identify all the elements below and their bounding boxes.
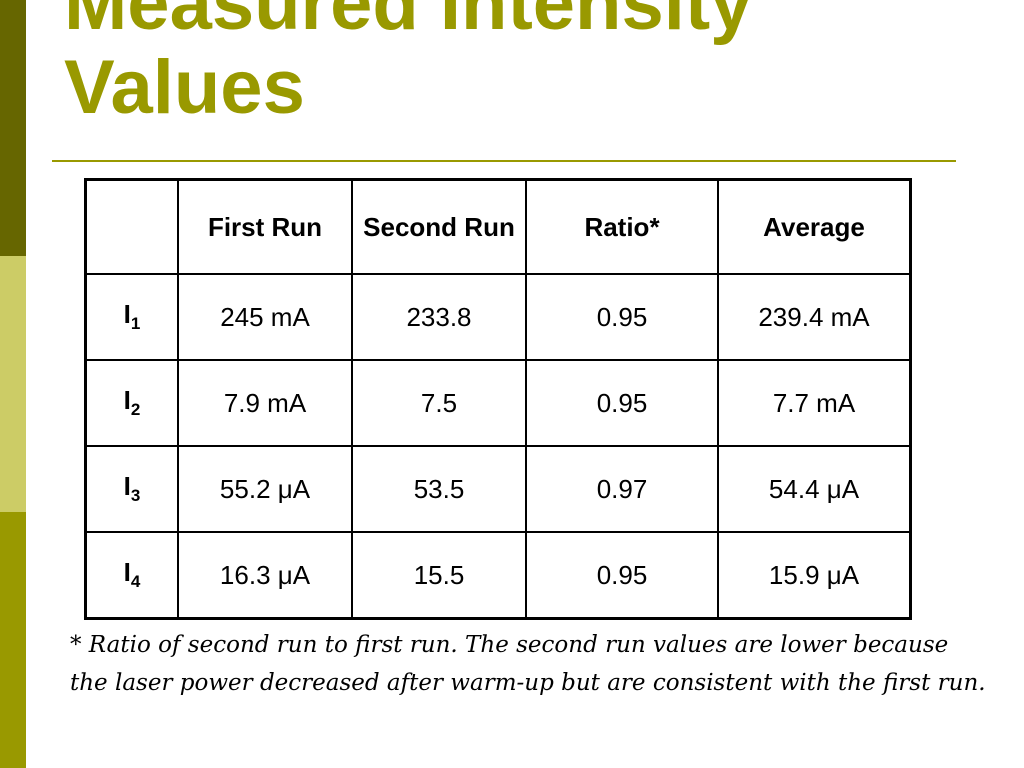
row-label-main: I (123, 471, 131, 502)
slide-title-line-1: Measured Intensity (64, 0, 753, 46)
cell-first-run: 55.2 μA (177, 445, 353, 533)
table-header-row: First Run Second Run Ratio* Average (84, 178, 912, 275)
row-label-sub: 2 (130, 400, 141, 420)
table-row: I4 16.3 μA 15.5 0.95 15.9 μA (84, 531, 912, 620)
header-second-run: Second Run (351, 178, 527, 275)
cell-second-run: 233.8 (351, 273, 527, 361)
cell-average: 54.4 μA (717, 445, 912, 533)
row-label-sub: 3 (130, 486, 141, 506)
row-label-main: I (123, 299, 131, 330)
header-ratio: Ratio* (525, 178, 719, 275)
cell-first-run: 16.3 μA (177, 531, 353, 620)
cell-ratio: 0.97 (525, 445, 719, 533)
cell-average: 15.9 μA (717, 531, 912, 620)
row-label-main: I (123, 385, 131, 416)
header-cell-empty (84, 178, 179, 275)
side-bar-olive (0, 512, 26, 768)
cell-ratio: 0.95 (525, 359, 719, 447)
side-bar-dark (0, 0, 26, 256)
row-label: I1 (84, 273, 179, 361)
cell-second-run: 53.5 (351, 445, 527, 533)
row-label: I3 (84, 445, 179, 533)
title-divider (52, 160, 956, 162)
cell-first-run: 7.9 mA (177, 359, 353, 447)
row-label: I4 (84, 531, 179, 620)
row-label-sub: 4 (130, 572, 141, 592)
table-row: I1 245 mA 233.8 0.95 239.4 mA (84, 273, 912, 361)
cell-average: 239.4 mA (717, 273, 912, 361)
cell-second-run: 7.5 (351, 359, 527, 447)
row-label: I2 (84, 359, 179, 447)
side-bar-light (0, 256, 26, 512)
table-row: I2 7.9 mA 7.5 0.95 7.7 mA (84, 359, 912, 447)
footnote: * Ratio of second run to first run. The … (70, 632, 986, 696)
table-row: I3 55.2 μA 53.5 0.97 54.4 μA (84, 445, 912, 533)
cell-first-run: 245 mA (177, 273, 353, 361)
cell-second-run: 15.5 (351, 531, 527, 620)
header-first-run: First Run (177, 178, 353, 275)
slide-title: Measured Intensity Values (64, 0, 752, 130)
intensity-table: First Run Second Run Ratio* Average I1 2… (84, 178, 912, 620)
slide-title-line-2: Values (64, 45, 305, 130)
cell-ratio: 0.95 (525, 531, 719, 620)
header-average: Average (717, 178, 912, 275)
cell-average: 7.7 mA (717, 359, 912, 447)
row-label-main: I (123, 557, 131, 588)
cell-ratio: 0.95 (525, 273, 719, 361)
row-label-sub: 1 (130, 314, 141, 334)
